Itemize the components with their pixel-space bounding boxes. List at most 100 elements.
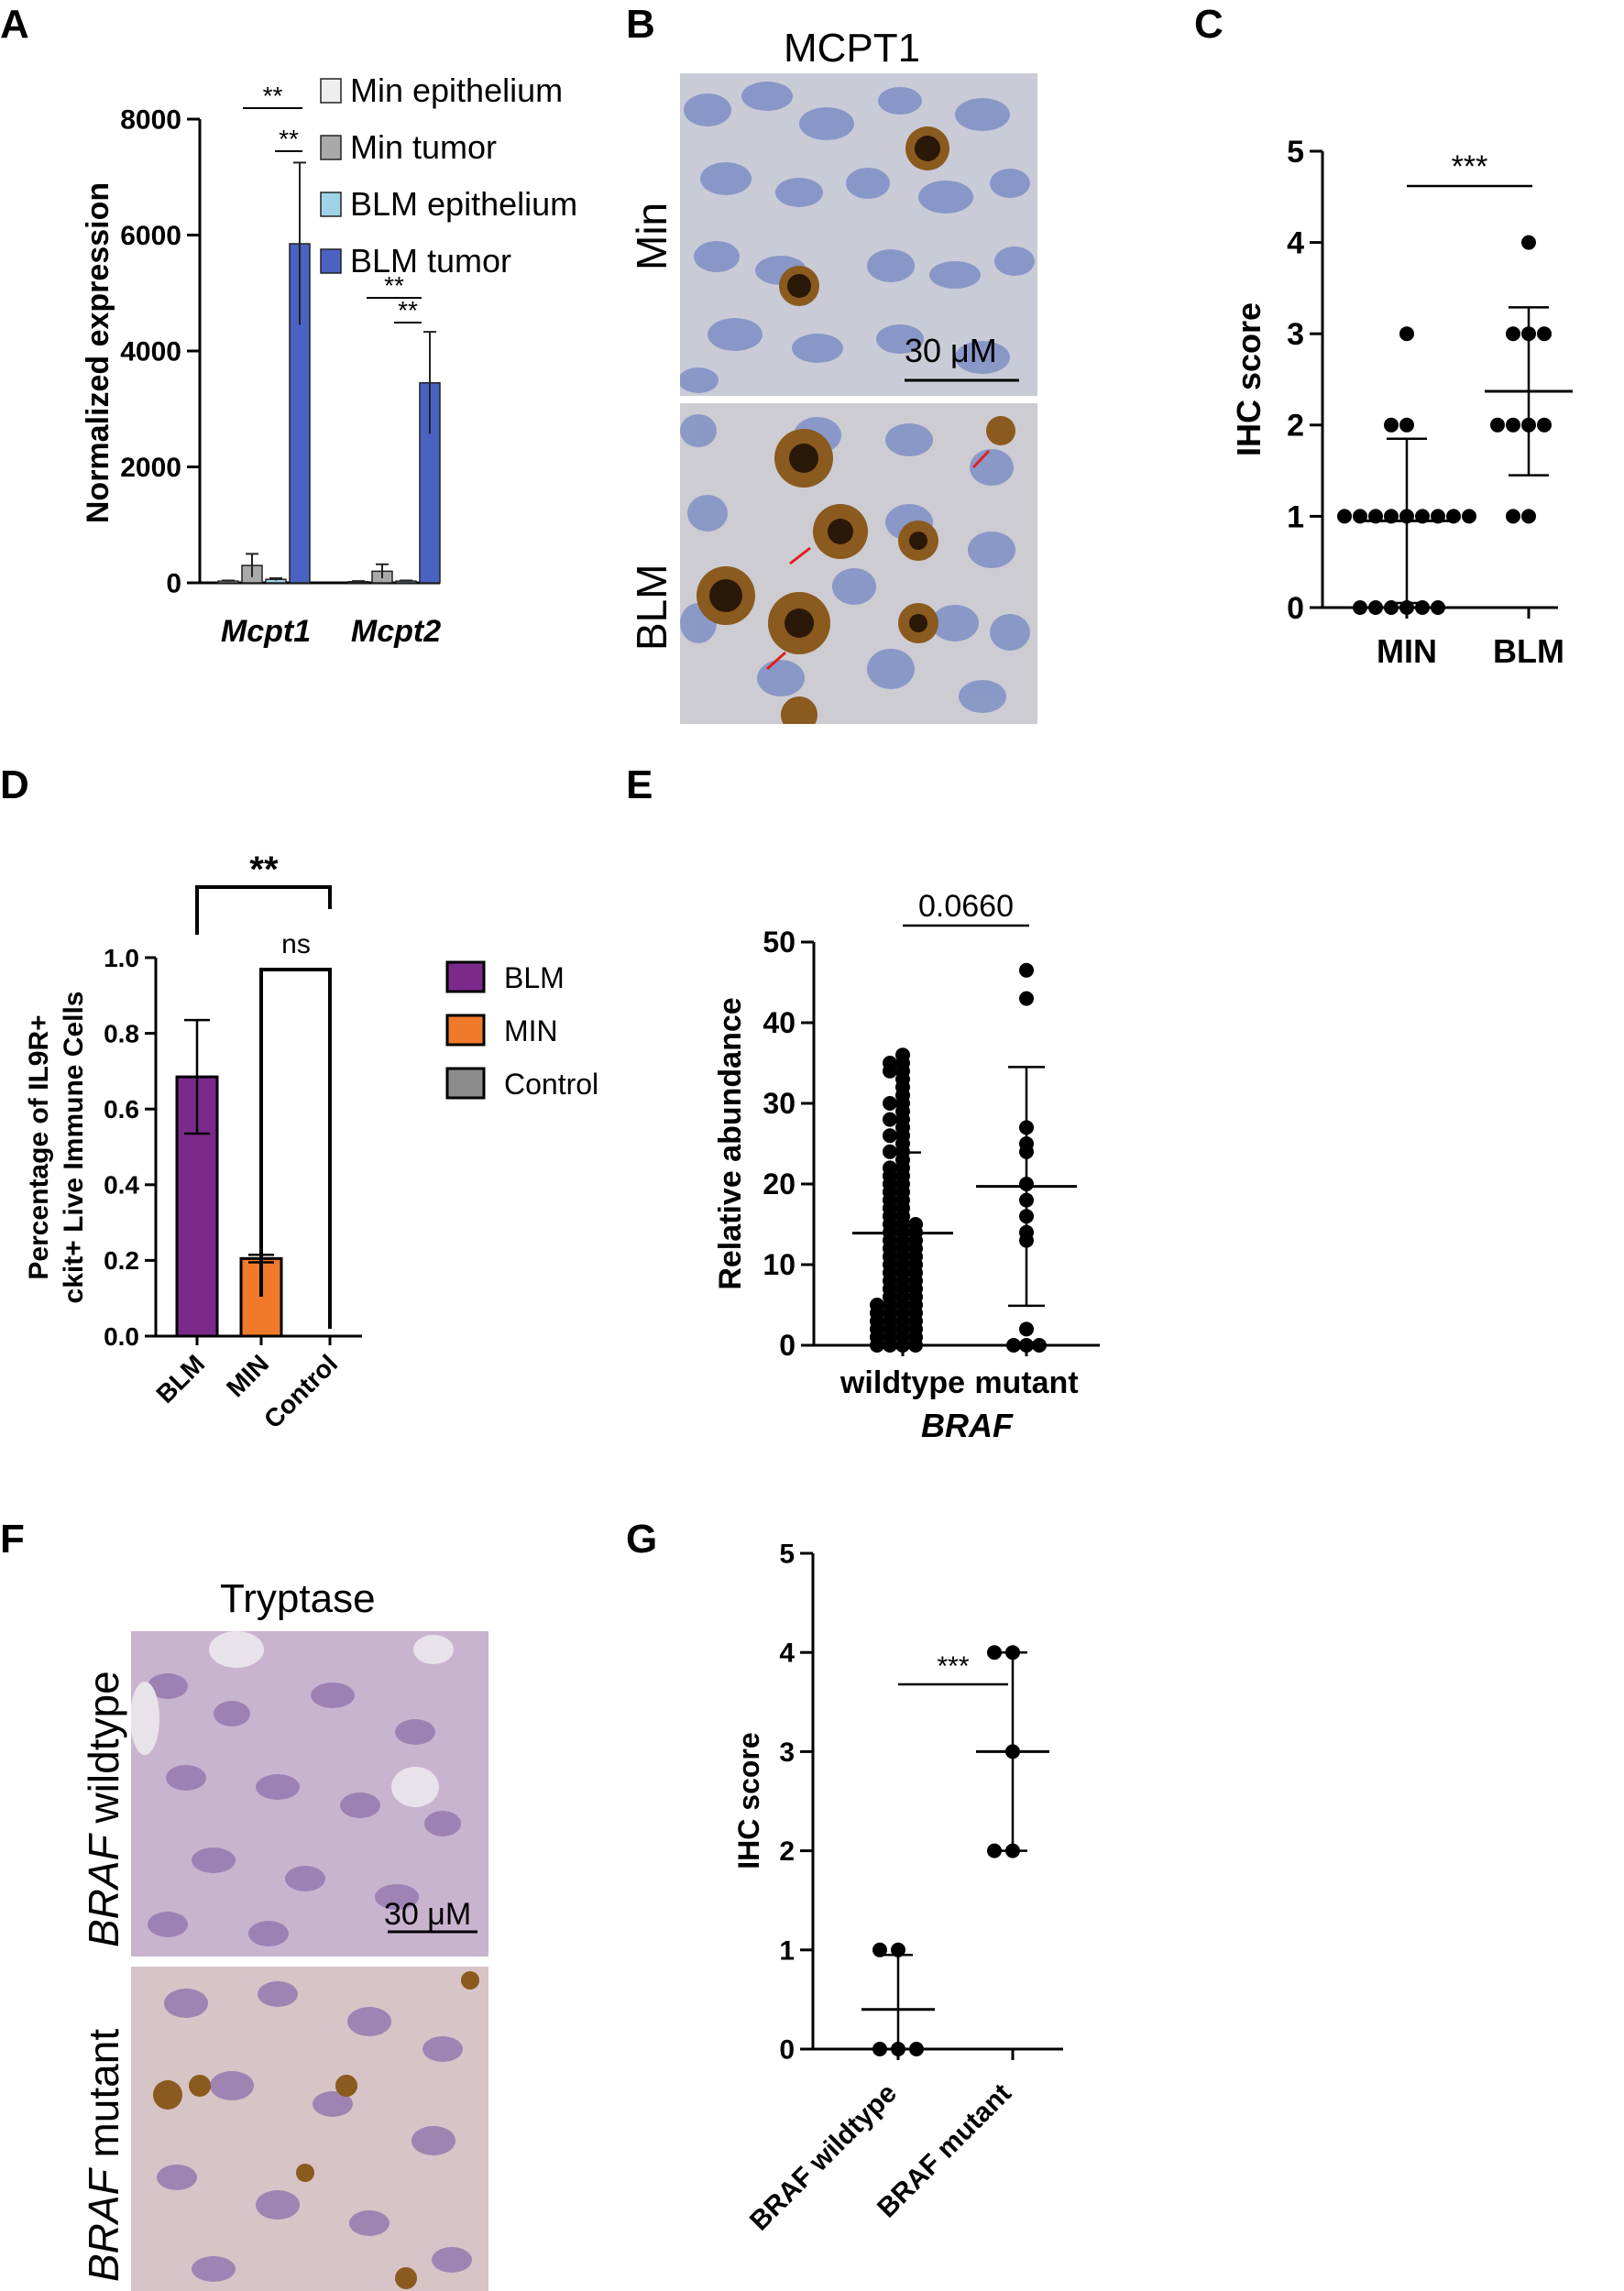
chart-g-data-point <box>872 1942 887 1957</box>
chart-e-data-point <box>908 1338 923 1353</box>
chart-d-y-tick-label: 0.4 <box>104 1171 139 1200</box>
chart-g-y-label: IHC score <box>732 1732 765 1869</box>
panel-letter-e: E <box>626 762 653 807</box>
chart-e-data-point <box>883 1112 897 1127</box>
chart-e-x-tick-label: mutant <box>974 1365 1078 1400</box>
chart-e-x-tick-label: wildtype <box>839 1365 965 1400</box>
chart-c-y-tick-label: 2 <box>1287 409 1304 444</box>
chart-e-data-point <box>870 1338 884 1353</box>
chart-d-y-tick-label: 1.0 <box>104 944 139 972</box>
chart-c-y-tick-label: 5 <box>1287 135 1304 170</box>
chart-a-y-label: Normalized expression <box>81 182 115 523</box>
chart-a-y-tick-label: 0 <box>166 569 181 599</box>
micrograph-braf-wildtype: 30 μM <box>131 1631 488 1957</box>
chart-d-legend-label: MIN <box>504 1014 558 1047</box>
chart-c-data-point <box>1521 235 1536 250</box>
chart-a-y-tick-label: 8000 <box>120 105 181 136</box>
chart-c-y-tick-label: 3 <box>1287 317 1304 352</box>
chart-d-y-tick-label: 0.2 <box>104 1246 139 1275</box>
chart-a-legend-swatch <box>320 135 342 160</box>
chart-e-data-point <box>1032 1338 1047 1353</box>
chart-e-data-point <box>883 1128 897 1144</box>
micrograph-wildtype-image <box>131 1631 488 1957</box>
chart-g-y-tick-label: 4 <box>779 1639 795 1669</box>
chart-a-legend-label: BLM epithelium <box>350 185 577 223</box>
chart-d-legend-swatch <box>445 1014 486 1047</box>
chart-g-y-tick-label: 2 <box>779 1836 795 1867</box>
chart-c-data-point <box>1368 600 1383 615</box>
chart-d-significance-label: ** <box>249 850 279 890</box>
chart-g-data-point <box>987 1843 1002 1858</box>
chart-c-data-point <box>1506 509 1520 524</box>
panel-letter-g: G <box>626 1517 658 1562</box>
chart-e-y-tick-label: 40 <box>763 1006 796 1039</box>
chart-g-y-tick-label: 5 <box>779 1540 795 1570</box>
chart-c-data-point <box>1384 417 1399 433</box>
chart-c-data-point <box>1353 600 1367 615</box>
chart-e-y-tick-label: 0 <box>779 1329 796 1362</box>
chart-e-data-point <box>1019 962 1034 978</box>
chart-d-y-label-line: ckit+ Live Immune Cells <box>59 992 89 1304</box>
panel-letter-f: F <box>0 1517 25 1562</box>
chart-c-y-tick-label: 4 <box>1287 226 1304 261</box>
chart-g-y-tick-label: 0 <box>779 2035 795 2066</box>
chart-a-legend-label: Min tumor <box>350 128 497 166</box>
chart-g-y-tick-label: 3 <box>779 1737 795 1768</box>
chart-a-y-tick-label: 4000 <box>120 337 181 367</box>
panel-letter-c: C <box>1194 2 1223 47</box>
chart-d-y-tick-label: 0.6 <box>104 1095 139 1124</box>
chart-c-data-point <box>1431 600 1445 615</box>
scale-bar-label-b: 30 μM <box>905 332 997 369</box>
chart-e-data-point <box>895 1338 910 1353</box>
chart-c-x-tick-label: BLM <box>1493 632 1564 670</box>
chart-d-legend-label: BLM <box>504 961 565 994</box>
micrograph-title-b: MCPT1 <box>784 26 921 71</box>
chart-d-significance-bracket <box>195 885 332 935</box>
chart-a-legend-swatch <box>320 192 342 217</box>
micrograph-min-image <box>680 73 1037 396</box>
chart-c-data-point <box>1506 417 1520 433</box>
chart-e-data-point <box>883 1096 897 1111</box>
micrograph-blm-mcpt1 <box>680 403 1037 724</box>
chart-g-data-point <box>909 2042 924 2056</box>
chart-d-legend-swatch <box>445 1067 486 1100</box>
chart-e-y-label: Relative abundance <box>713 997 748 1289</box>
chart-a-y-tick-label: 2000 <box>120 453 181 483</box>
chart-g-data-point <box>891 1942 905 1957</box>
chart-c-data-point <box>1337 509 1352 524</box>
micrograph-title-f: Tryptase <box>220 1576 376 1621</box>
micrograph-mutant-image <box>131 1967 488 2291</box>
chart-c-data-point <box>1399 417 1414 433</box>
chart-g-y-tick-label: 1 <box>779 1935 795 1966</box>
chart-c-data-point <box>1399 326 1414 342</box>
chart-c-significance-label: *** <box>1452 149 1488 184</box>
chart-g-data-point <box>987 1645 1002 1661</box>
chart-e-data-point <box>883 1338 897 1353</box>
scale-bar-label-f: 30 μM <box>384 1897 472 1932</box>
micrograph-braf-mutant <box>131 1967 488 2291</box>
chart-e-data-point <box>1019 1321 1034 1337</box>
chart-a-significance-label: ** <box>279 125 299 153</box>
chart-c-x-tick-label: MIN <box>1377 632 1437 670</box>
chart-a-x-tick-label: Mcpt1 <box>221 614 311 649</box>
chart-e-data-point <box>1006 1338 1021 1353</box>
panel-letter-d: D <box>0 762 29 807</box>
chart-c-data-point <box>1506 326 1520 342</box>
chart-c-data-point <box>1537 326 1552 342</box>
chart-e-data-point <box>883 1063 897 1079</box>
micrograph-min-mcpt1: 30 μM <box>680 73 1037 396</box>
chart-a-significance-label: ** <box>398 296 418 324</box>
chart-d-significance-bracket <box>259 968 332 1329</box>
chart-a-x-tick-label: Mcpt2 <box>351 614 441 649</box>
chart-a-legend-swatch <box>320 248 342 274</box>
chart-d-y-tick-label: 0.0 <box>104 1322 139 1351</box>
chart-e-y-tick-label: 50 <box>763 926 796 959</box>
chart-c-data-point <box>1462 509 1476 524</box>
chart-a-legend-label: BLM tumor <box>350 242 511 280</box>
chart-a-significance-label: ** <box>384 271 404 300</box>
micrograph-blm-image <box>680 403 1037 724</box>
